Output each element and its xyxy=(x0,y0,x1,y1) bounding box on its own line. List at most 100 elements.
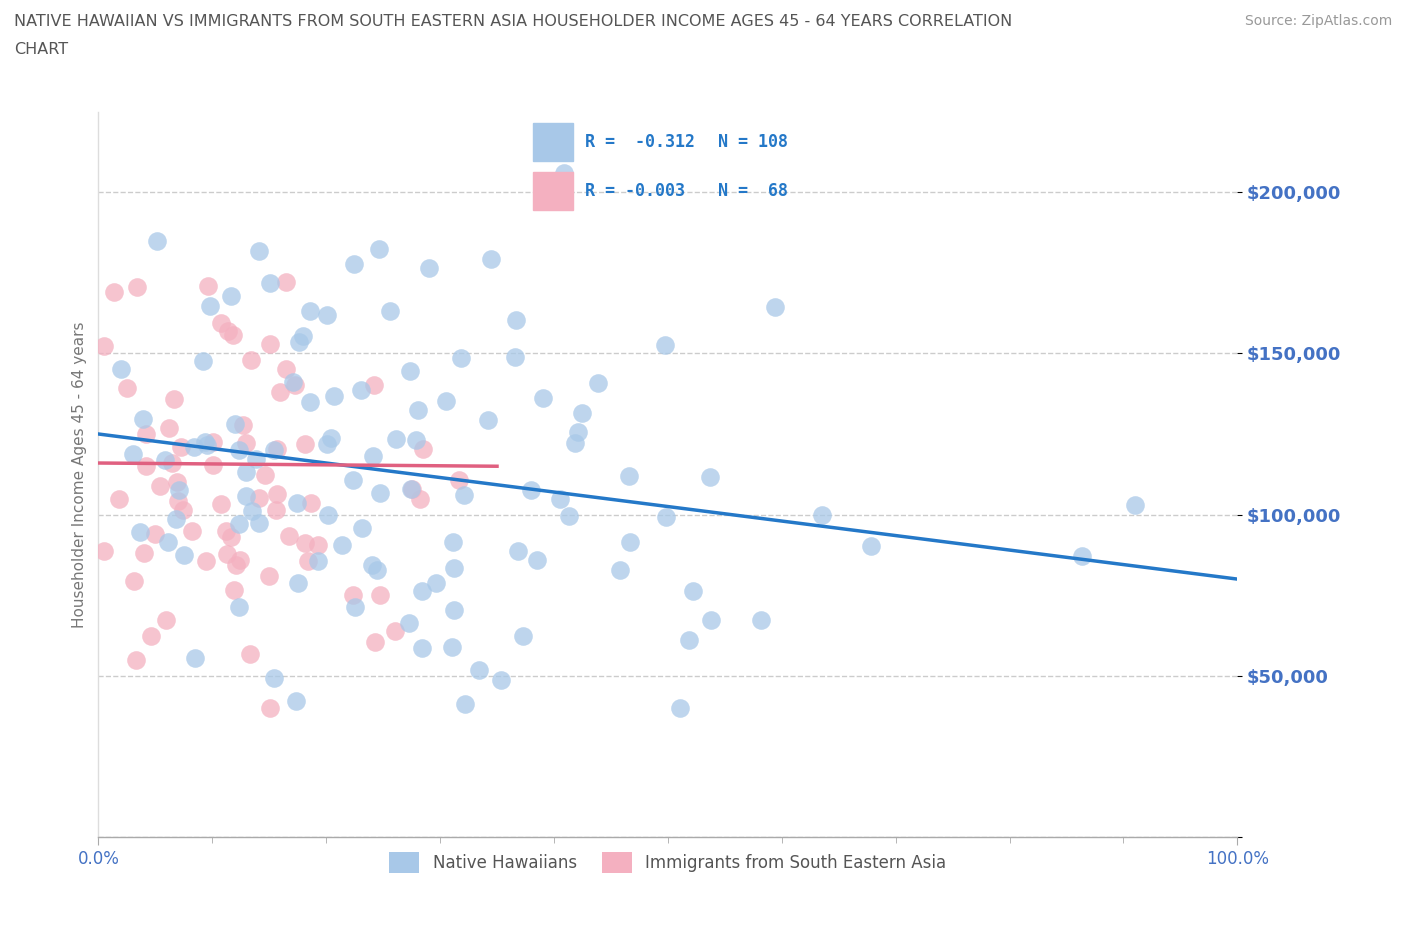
Point xyxy=(299,394,322,409)
Point xyxy=(763,299,786,314)
Point xyxy=(368,486,391,501)
Point xyxy=(418,260,440,275)
Point xyxy=(156,535,179,550)
Point xyxy=(399,482,422,497)
Point xyxy=(411,583,433,598)
Point xyxy=(284,378,307,392)
Point xyxy=(93,339,115,353)
Point xyxy=(558,509,581,524)
Point xyxy=(266,442,288,457)
Point xyxy=(240,352,263,367)
Point xyxy=(235,465,257,480)
Point xyxy=(342,472,364,487)
Point xyxy=(609,563,631,578)
Point xyxy=(108,492,131,507)
Point xyxy=(323,388,346,403)
Point xyxy=(553,166,575,180)
Point xyxy=(548,491,571,506)
Point xyxy=(259,276,281,291)
Point xyxy=(194,554,217,569)
Point xyxy=(132,546,155,561)
Point xyxy=(343,599,366,614)
Point xyxy=(508,544,530,559)
Point xyxy=(166,475,188,490)
Point xyxy=(259,336,281,351)
Point xyxy=(367,241,389,256)
Point xyxy=(219,529,242,544)
Point xyxy=(259,700,281,715)
Point xyxy=(172,502,194,517)
Point xyxy=(245,452,267,467)
Point xyxy=(363,634,385,649)
Point xyxy=(567,425,589,440)
Point xyxy=(125,653,148,668)
Point xyxy=(1070,549,1092,564)
Point xyxy=(361,557,384,572)
Point xyxy=(165,512,187,526)
Point xyxy=(235,435,257,450)
Point xyxy=(194,434,217,449)
Point xyxy=(489,673,512,688)
Point xyxy=(287,576,309,591)
Point xyxy=(401,482,423,497)
Point xyxy=(217,324,239,339)
Point xyxy=(425,576,447,591)
Point xyxy=(157,420,180,435)
Point xyxy=(292,328,315,343)
Point xyxy=(526,552,548,567)
Point xyxy=(316,308,339,323)
Point xyxy=(269,384,291,399)
Point xyxy=(209,315,232,330)
Point xyxy=(586,376,609,391)
Point xyxy=(232,418,254,433)
Point xyxy=(240,503,263,518)
Y-axis label: Householder Income Ages 45 - 64 years: Householder Income Ages 45 - 64 years xyxy=(72,321,87,628)
Point xyxy=(811,507,834,522)
Point xyxy=(531,390,554,405)
Point xyxy=(239,647,262,662)
Point xyxy=(153,453,176,468)
Point xyxy=(202,434,225,449)
Point xyxy=(385,432,408,446)
Point xyxy=(668,700,690,715)
Bar xyxy=(533,172,572,210)
Point xyxy=(247,491,270,506)
Point xyxy=(749,613,772,628)
Legend: Native Hawaiians, Immigrants from South Eastern Asia: Native Hawaiians, Immigrants from South … xyxy=(382,845,953,880)
Point xyxy=(274,361,297,376)
Point xyxy=(316,508,339,523)
Point xyxy=(406,403,429,418)
Point xyxy=(384,623,406,638)
Point xyxy=(195,438,218,453)
Point xyxy=(191,353,214,368)
Point xyxy=(266,502,288,517)
Point xyxy=(434,393,457,408)
Point xyxy=(299,303,322,318)
Bar xyxy=(533,123,572,161)
Point xyxy=(139,629,162,644)
Point xyxy=(699,470,721,485)
Point xyxy=(441,535,464,550)
Point xyxy=(378,303,401,318)
Point xyxy=(247,244,270,259)
Point xyxy=(143,527,166,542)
Point xyxy=(125,279,148,294)
Point xyxy=(215,546,238,561)
Point xyxy=(399,364,422,379)
Point xyxy=(167,483,190,498)
Point xyxy=(115,381,138,396)
Point xyxy=(398,616,420,631)
Point xyxy=(103,285,125,299)
Point xyxy=(122,446,145,461)
Point xyxy=(224,417,246,432)
Point xyxy=(411,641,433,656)
Point xyxy=(330,538,353,552)
Point xyxy=(294,436,316,451)
Point xyxy=(274,274,297,289)
Point xyxy=(316,436,339,451)
Point xyxy=(467,663,489,678)
Point xyxy=(197,278,219,293)
Point xyxy=(183,440,205,455)
Point xyxy=(263,443,285,458)
Point xyxy=(110,361,132,376)
